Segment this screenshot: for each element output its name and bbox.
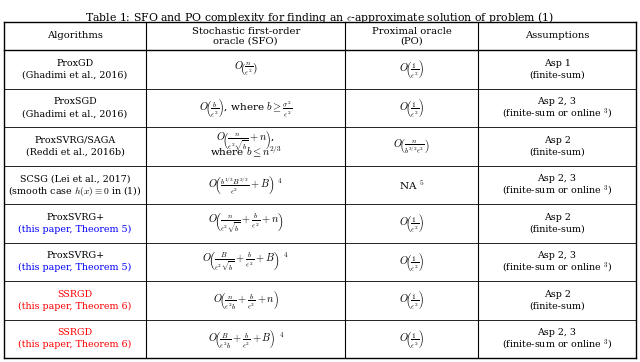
Text: (finite-sum): (finite-sum): [529, 302, 585, 311]
Text: (PO): (PO): [400, 37, 423, 46]
Text: $O\!\left(\frac{b}{\epsilon^2}\right)$, where $b \geq \frac{\sigma^2}{\epsilon^2: $O\!\left(\frac{b}{\epsilon^2}\right)$, …: [199, 97, 292, 119]
Text: $O\!\left(\frac{1}{\epsilon^2}\right)$: $O\!\left(\frac{1}{\epsilon^2}\right)$: [399, 289, 424, 311]
Text: $O\!\left(\frac{1}{\epsilon^2}\right)$: $O\!\left(\frac{1}{\epsilon^2}\right)$: [399, 97, 424, 119]
Text: where $b \leq n^{2/3}$: where $b \leq n^{2/3}$: [210, 143, 282, 159]
Text: Asp 2, 3: Asp 2, 3: [538, 328, 577, 337]
Text: $O\!\left(\frac{n}{\epsilon^2 b}+\frac{b}{\epsilon^2}+n\right)$: $O\!\left(\frac{n}{\epsilon^2 b}+\frac{b…: [212, 289, 279, 311]
Text: $O\!\left(\frac{n}{\epsilon^2\sqrt{b}}+\frac{b}{\epsilon^2}+n\right)$: $O\!\left(\frac{n}{\epsilon^2\sqrt{b}}+\…: [208, 211, 284, 235]
Text: (finite-sum): (finite-sum): [529, 225, 585, 234]
Text: Asp 2, 3: Asp 2, 3: [538, 97, 577, 106]
Text: $O\!\left(\frac{n}{b^{3/2}\epsilon^2}\right)$: $O\!\left(\frac{n}{b^{3/2}\epsilon^2}\ri…: [394, 137, 430, 156]
Text: $O\!\left(\frac{1}{\epsilon^2}\right)$: $O\!\left(\frac{1}{\epsilon^2}\right)$: [399, 328, 424, 350]
Text: $O\!\left(\frac{1}{\epsilon^2}\right)$: $O\!\left(\frac{1}{\epsilon^2}\right)$: [399, 251, 424, 273]
Text: oracle (SFO): oracle (SFO): [213, 37, 278, 46]
Text: ProxGD: ProxGD: [56, 59, 93, 68]
Text: (finite-sum or online $^3$): (finite-sum or online $^3$): [502, 261, 612, 275]
Text: Asp 2: Asp 2: [543, 213, 570, 222]
Text: (this paper, Theorem 6): (this paper, Theorem 6): [19, 302, 132, 311]
Text: SCSG (Lei et al., 2017): SCSG (Lei et al., 2017): [20, 174, 131, 183]
Text: NA $^5$: NA $^5$: [399, 178, 424, 191]
Text: $O\!\left(\frac{1}{\epsilon^2}\right)$: $O\!\left(\frac{1}{\epsilon^2}\right)$: [399, 58, 424, 80]
Text: SSRGD: SSRGD: [58, 290, 93, 299]
Text: (this paper, Theorem 5): (this paper, Theorem 5): [19, 263, 132, 272]
Text: (finite-sum or online $^3$): (finite-sum or online $^3$): [502, 338, 612, 352]
Text: Stochastic first-order: Stochastic first-order: [191, 26, 300, 35]
Text: $O\!\left(\frac{b^{1/3}B^{2/3}}{\epsilon^2}+B\right)$ $^4$: $O\!\left(\frac{b^{1/3}B^{2/3}}{\epsilon…: [208, 174, 284, 196]
Text: (finite-sum): (finite-sum): [529, 71, 585, 80]
Text: (finite-sum or online $^3$): (finite-sum or online $^3$): [502, 184, 612, 198]
Text: Asp 1: Asp 1: [543, 59, 570, 68]
Text: $O\!\left(\frac{B}{\epsilon^2 b}+\frac{b}{\epsilon^2}+B\right)$ $^4$: $O\!\left(\frac{B}{\epsilon^2 b}+\frac{b…: [207, 328, 284, 350]
Text: (Ghadimi et al., 2016): (Ghadimi et al., 2016): [22, 71, 128, 80]
Text: (Ghadimi et al., 2016): (Ghadimi et al., 2016): [22, 109, 128, 118]
Text: $O\!\left(\frac{n}{\epsilon^2\sqrt{b}}+n\right)$,: $O\!\left(\frac{n}{\epsilon^2\sqrt{b}}+n…: [216, 129, 275, 153]
Text: Assumptions: Assumptions: [525, 31, 589, 41]
Text: Asp 2, 3: Asp 2, 3: [538, 174, 577, 183]
Text: $O\!\left(\frac{n}{\epsilon^2}\right)$: $O\!\left(\frac{n}{\epsilon^2}\right)$: [234, 60, 258, 78]
Text: Algorithms: Algorithms: [47, 31, 103, 41]
Text: ProxSVRG/SAGA: ProxSVRG/SAGA: [35, 136, 116, 145]
Text: $O\!\left(\frac{B}{\epsilon^2\sqrt{b}}+\frac{b}{\epsilon^2}+B\right)$ $^4$: $O\!\left(\frac{B}{\epsilon^2\sqrt{b}}+\…: [202, 250, 289, 274]
Text: (smooth case $h(x)\equiv 0$ in (1)): (smooth case $h(x)\equiv 0$ in (1)): [8, 184, 142, 198]
Text: ProxSVRG+: ProxSVRG+: [46, 213, 104, 222]
Text: Asp 2: Asp 2: [543, 290, 570, 299]
Text: Table 1: SFO and PO complexity for finding an $\epsilon$-approximate solution of: Table 1: SFO and PO complexity for findi…: [85, 10, 555, 25]
Text: ProxSVRG+: ProxSVRG+: [46, 251, 104, 260]
Text: SSRGD: SSRGD: [58, 328, 93, 337]
Text: (Reddi et al., 2016b): (Reddi et al., 2016b): [26, 148, 125, 157]
Text: (finite-sum or online $^3$): (finite-sum or online $^3$): [502, 107, 612, 121]
Text: (this paper, Theorem 6): (this paper, Theorem 6): [19, 340, 132, 349]
Text: $O\!\left(\frac{1}{\epsilon^2}\right)$: $O\!\left(\frac{1}{\epsilon^2}\right)$: [399, 212, 424, 234]
Text: Proximal oracle: Proximal oracle: [372, 26, 452, 35]
Text: ProxSGD: ProxSGD: [53, 97, 97, 106]
Text: Asp 2: Asp 2: [543, 136, 570, 145]
Text: (this paper, Theorem 5): (this paper, Theorem 5): [19, 225, 132, 234]
Text: Asp 2, 3: Asp 2, 3: [538, 251, 577, 260]
Text: (finite-sum): (finite-sum): [529, 148, 585, 157]
